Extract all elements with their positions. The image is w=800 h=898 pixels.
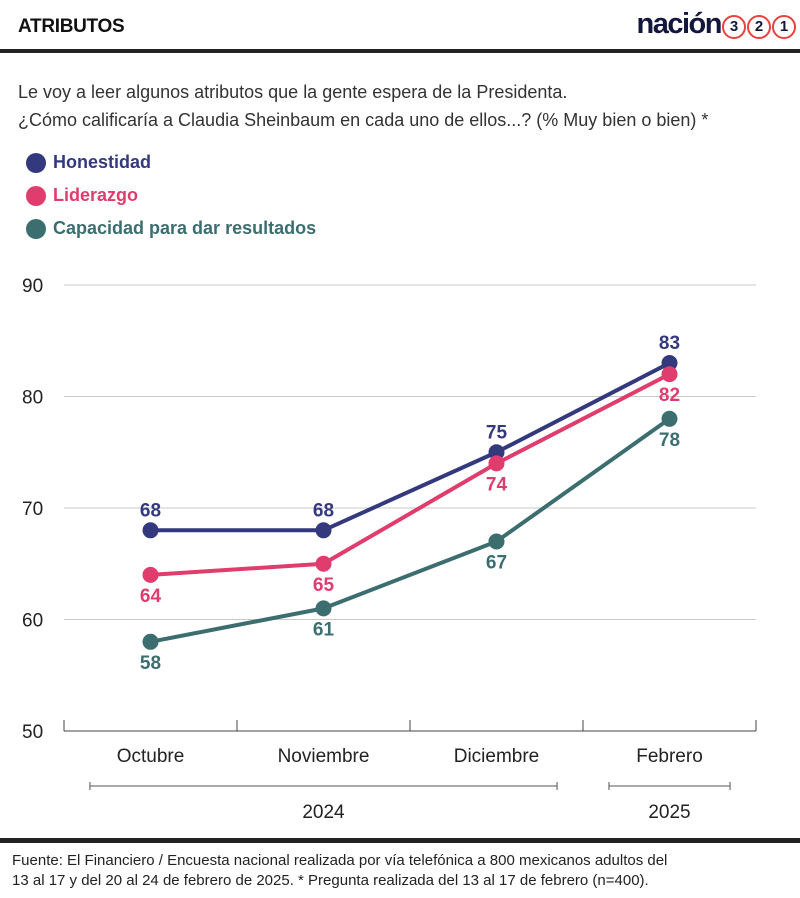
data-point-capacidad [661, 410, 678, 427]
question-line-1: Le voy a leer algunos atributos que la g… [18, 82, 568, 102]
data-point-honestidad [661, 355, 678, 372]
data-label-capacidad: 58 [140, 653, 161, 674]
series-line-honestidad [148, 361, 672, 533]
question-line-2: ¿Cómo calificaría a Claudia Sheinbaum en… [18, 110, 709, 130]
y-tick-label: 70 [22, 499, 43, 520]
legend-label: Capacidad para dar resultados [53, 218, 317, 238]
series-line-liderazgo [148, 372, 672, 577]
year-label: 2025 [648, 802, 690, 823]
header: ATRIBUTOS nación 3 2 1 [0, 0, 800, 52]
data-label-honestidad: 83 [659, 333, 680, 354]
legend-marker [26, 185, 46, 206]
source-note: Fuente: El Financiero / Encuesta naciona… [12, 851, 792, 891]
data-label-honestidad: 75 [486, 422, 508, 443]
y-tick-label: 80 [22, 388, 43, 409]
data-label-liderazgo: 82 [659, 385, 680, 406]
y-tick-label: 90 [22, 276, 43, 297]
legend-marker [26, 152, 46, 173]
legend-label: Honestidad [53, 152, 152, 172]
legend-item-honestidad: Honestidad [26, 146, 316, 179]
brand-logo: nación 3 2 1 [637, 8, 796, 41]
legend-item-capacidad: Capacidad para dar resultados [26, 212, 316, 245]
data-point-liderazgo [142, 566, 159, 583]
logo-digit: 3 [722, 14, 746, 39]
survey-question: Le voy a leer algunos atributos que la g… [18, 78, 788, 134]
header-divider [0, 49, 800, 53]
data-label-honestidad: 68 [140, 500, 161, 521]
legend-item-liderazgo: Liderazgo [26, 179, 316, 212]
section-label: ATRIBUTOS [18, 16, 125, 37]
x-tick-label: Octubre [117, 746, 185, 767]
legend-label: Liderazgo [53, 185, 139, 205]
data-point-liderazgo [661, 366, 678, 383]
data-label-liderazgo: 74 [486, 474, 508, 495]
data-label-capacidad: 61 [313, 619, 335, 640]
x-tick-label: Diciembre [454, 746, 540, 767]
data-point-honestidad [315, 522, 332, 539]
data-point-liderazgo [315, 555, 332, 572]
line-chart: 50 60 70 80 90 Octubre Noviembre Diciembre Febre… [22, 276, 757, 823]
footer-divider [0, 838, 800, 843]
data-label-honestidad: 68 [313, 500, 334, 521]
data-label-liderazgo: 64 [140, 586, 162, 607]
source-line-2: 13 al 17 y del 20 al 24 de febrero de 20… [12, 872, 649, 889]
year-label: 2024 [302, 802, 345, 823]
data-label-liderazgo: 65 [313, 575, 335, 596]
y-tick-label: 60 [22, 611, 43, 632]
logo-digit: 2 [747, 14, 771, 39]
chart-legend: Honestidad Liderazgo Capacidad para dar … [26, 146, 316, 245]
x-tick-label: Febrero [636, 746, 703, 767]
data-point-capacidad [142, 633, 159, 650]
data-point-honestidad [488, 444, 505, 461]
data-label-capacidad: 78 [659, 430, 680, 451]
y-tick-label: 50 [22, 722, 43, 743]
logo-word: nación [636, 8, 723, 40]
logo-digit: 1 [772, 14, 796, 39]
data-point-capacidad [315, 600, 332, 617]
data-point-honestidad [142, 522, 159, 539]
source-line-1: Fuente: El Financiero / Encuesta naciona… [12, 852, 668, 869]
data-point-liderazgo [488, 455, 505, 472]
series-line-capacidad [148, 416, 672, 644]
data-label-capacidad: 67 [486, 552, 507, 573]
x-tick-label: Noviembre [278, 746, 370, 767]
legend-marker [26, 218, 46, 239]
data-point-capacidad [488, 533, 505, 550]
